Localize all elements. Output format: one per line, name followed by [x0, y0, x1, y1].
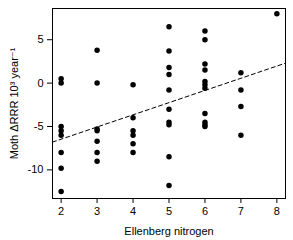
svg-text:5: 5 — [37, 33, 43, 45]
svg-text:Moth ΔRRR 10³ year⁻¹: Moth ΔRRR 10³ year⁻¹ — [8, 47, 20, 159]
svg-text:0: 0 — [37, 77, 43, 89]
svg-text:2: 2 — [58, 205, 64, 217]
svg-text:8: 8 — [274, 205, 280, 217]
svg-text:5: 5 — [166, 205, 172, 217]
svg-text:-5: -5 — [34, 120, 44, 132]
svg-text:7: 7 — [238, 205, 244, 217]
svg-text:4: 4 — [130, 205, 136, 217]
svg-text:-10: -10 — [28, 163, 44, 175]
svg-text:6: 6 — [202, 205, 208, 217]
svg-text:Ellenberg nitrogen: Ellenberg nitrogen — [124, 225, 213, 237]
svg-text:3: 3 — [94, 205, 100, 217]
